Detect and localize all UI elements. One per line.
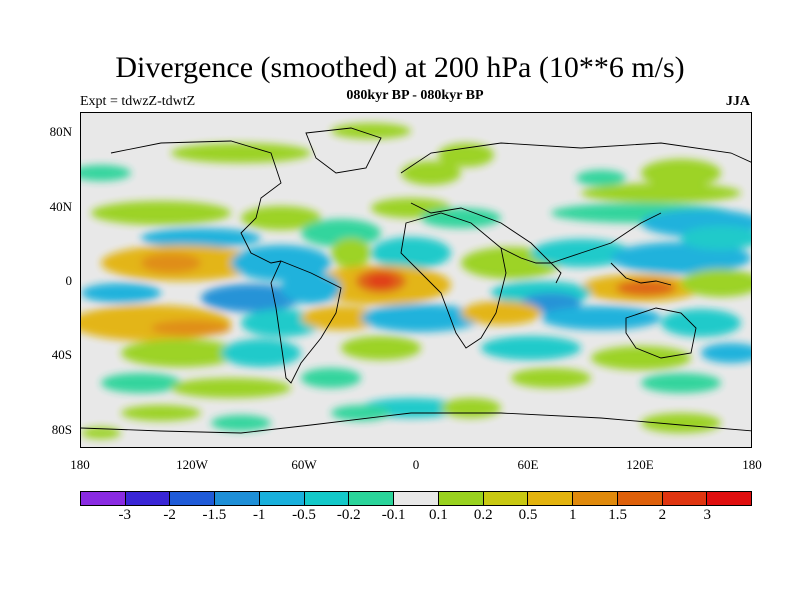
colorbar-label: -0.1 (381, 507, 406, 523)
colorbar-label: 3 (703, 507, 711, 523)
colorbar-swatch (707, 492, 752, 505)
x-tick-label: 180 (70, 457, 90, 472)
colorbar-label: 1 (569, 507, 577, 523)
y-tick-label: 80S (51, 422, 72, 437)
colorbar-swatch (528, 492, 574, 505)
colorbar-swatch (438, 492, 484, 505)
colorbar-label: 0.1 (429, 507, 448, 523)
x-tick-label: 60W (291, 457, 317, 472)
colorbar-swatch (617, 492, 663, 505)
divergence-field (81, 113, 751, 447)
y-tick-label: 0 (65, 273, 73, 288)
colorbar-swatch (170, 492, 216, 505)
colorbar-label: 0.5 (518, 507, 538, 523)
y-tick-label: 40N (49, 199, 72, 214)
map-subtitle: 080kyr BP - 080kyr BP (346, 88, 484, 103)
colorbar-label: -3 (118, 507, 132, 523)
colorbar-label: -0.2 (336, 507, 361, 523)
colorbar-label: 2 (658, 507, 667, 523)
colorbar-swatch (81, 492, 126, 505)
colorbar-swatch (394, 492, 439, 505)
y-tick-label: 40S (51, 347, 72, 362)
x-tick-label: 0 (412, 457, 420, 472)
colorbar-label: 1.5 (608, 507, 627, 523)
colorbar-swatch (483, 492, 529, 505)
x-tick-label: 120E (626, 457, 654, 472)
colorbar-swatch (215, 492, 260, 505)
experiment-label: Expt = tdwzZ-tdwtZ (80, 94, 196, 109)
season-label: JJA (725, 94, 750, 109)
x-tick-label: 60E (517, 457, 539, 472)
x-tick-label: 120W (176, 457, 208, 472)
colorbar-swatch (125, 492, 171, 505)
colorbar-label: -0.5 (292, 507, 316, 523)
y-tick-label: 80N (49, 124, 72, 139)
colorbar-swatch (259, 492, 305, 505)
colorbar-label: -2 (163, 507, 176, 523)
colorbar-label: -1 (252, 507, 266, 523)
colorbar (80, 491, 752, 506)
colorbar-swatch (662, 492, 708, 505)
map-title: Divergence (smoothed) at 200 hPa (10**6 … (115, 51, 685, 84)
colorbar-label: 0.2 (473, 507, 493, 523)
x-tick-label: 180 (742, 457, 762, 472)
coastlines (81, 127, 751, 434)
divergence-map (80, 112, 752, 448)
colorbar-swatch (349, 492, 395, 505)
colorbar-swatch (573, 492, 618, 505)
colorbar-label: -1.5 (202, 507, 227, 523)
colorbar-swatch (304, 492, 350, 505)
